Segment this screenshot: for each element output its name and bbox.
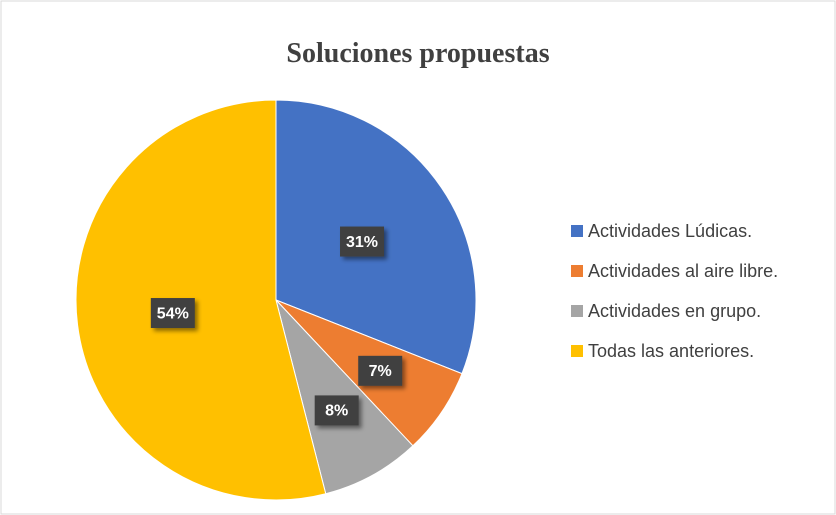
- pie-slice: [75, 99, 327, 501]
- legend-label: Actividades en grupo.: [588, 301, 761, 321]
- data-label-text: 7%: [369, 363, 392, 380]
- data-label-text: 31%: [346, 234, 378, 251]
- legend-swatch: [571, 305, 583, 317]
- legend-label: Actividades al aire libre.: [588, 261, 778, 281]
- data-label-box: [150, 298, 195, 329]
- data-label-text: 8%: [325, 403, 348, 420]
- data-label-box: [314, 395, 359, 426]
- data-label-box: [340, 226, 385, 257]
- data-label: 54%: [150, 298, 195, 329]
- data-label: 7%: [358, 355, 403, 386]
- data-label-text: 54%: [157, 305, 189, 322]
- legend-swatch: [571, 225, 583, 237]
- legend-label: Todas las anteriores.: [588, 341, 754, 361]
- legend-swatch: [571, 265, 583, 277]
- data-label: 31%: [340, 226, 385, 257]
- legend-label: Actividades Lúdicas.: [588, 221, 752, 241]
- data-label-box: [358, 355, 403, 386]
- legend-swatch: [571, 345, 583, 357]
- chart-title: Soluciones propuestas: [286, 38, 549, 69]
- data-label: 8%: [314, 395, 359, 426]
